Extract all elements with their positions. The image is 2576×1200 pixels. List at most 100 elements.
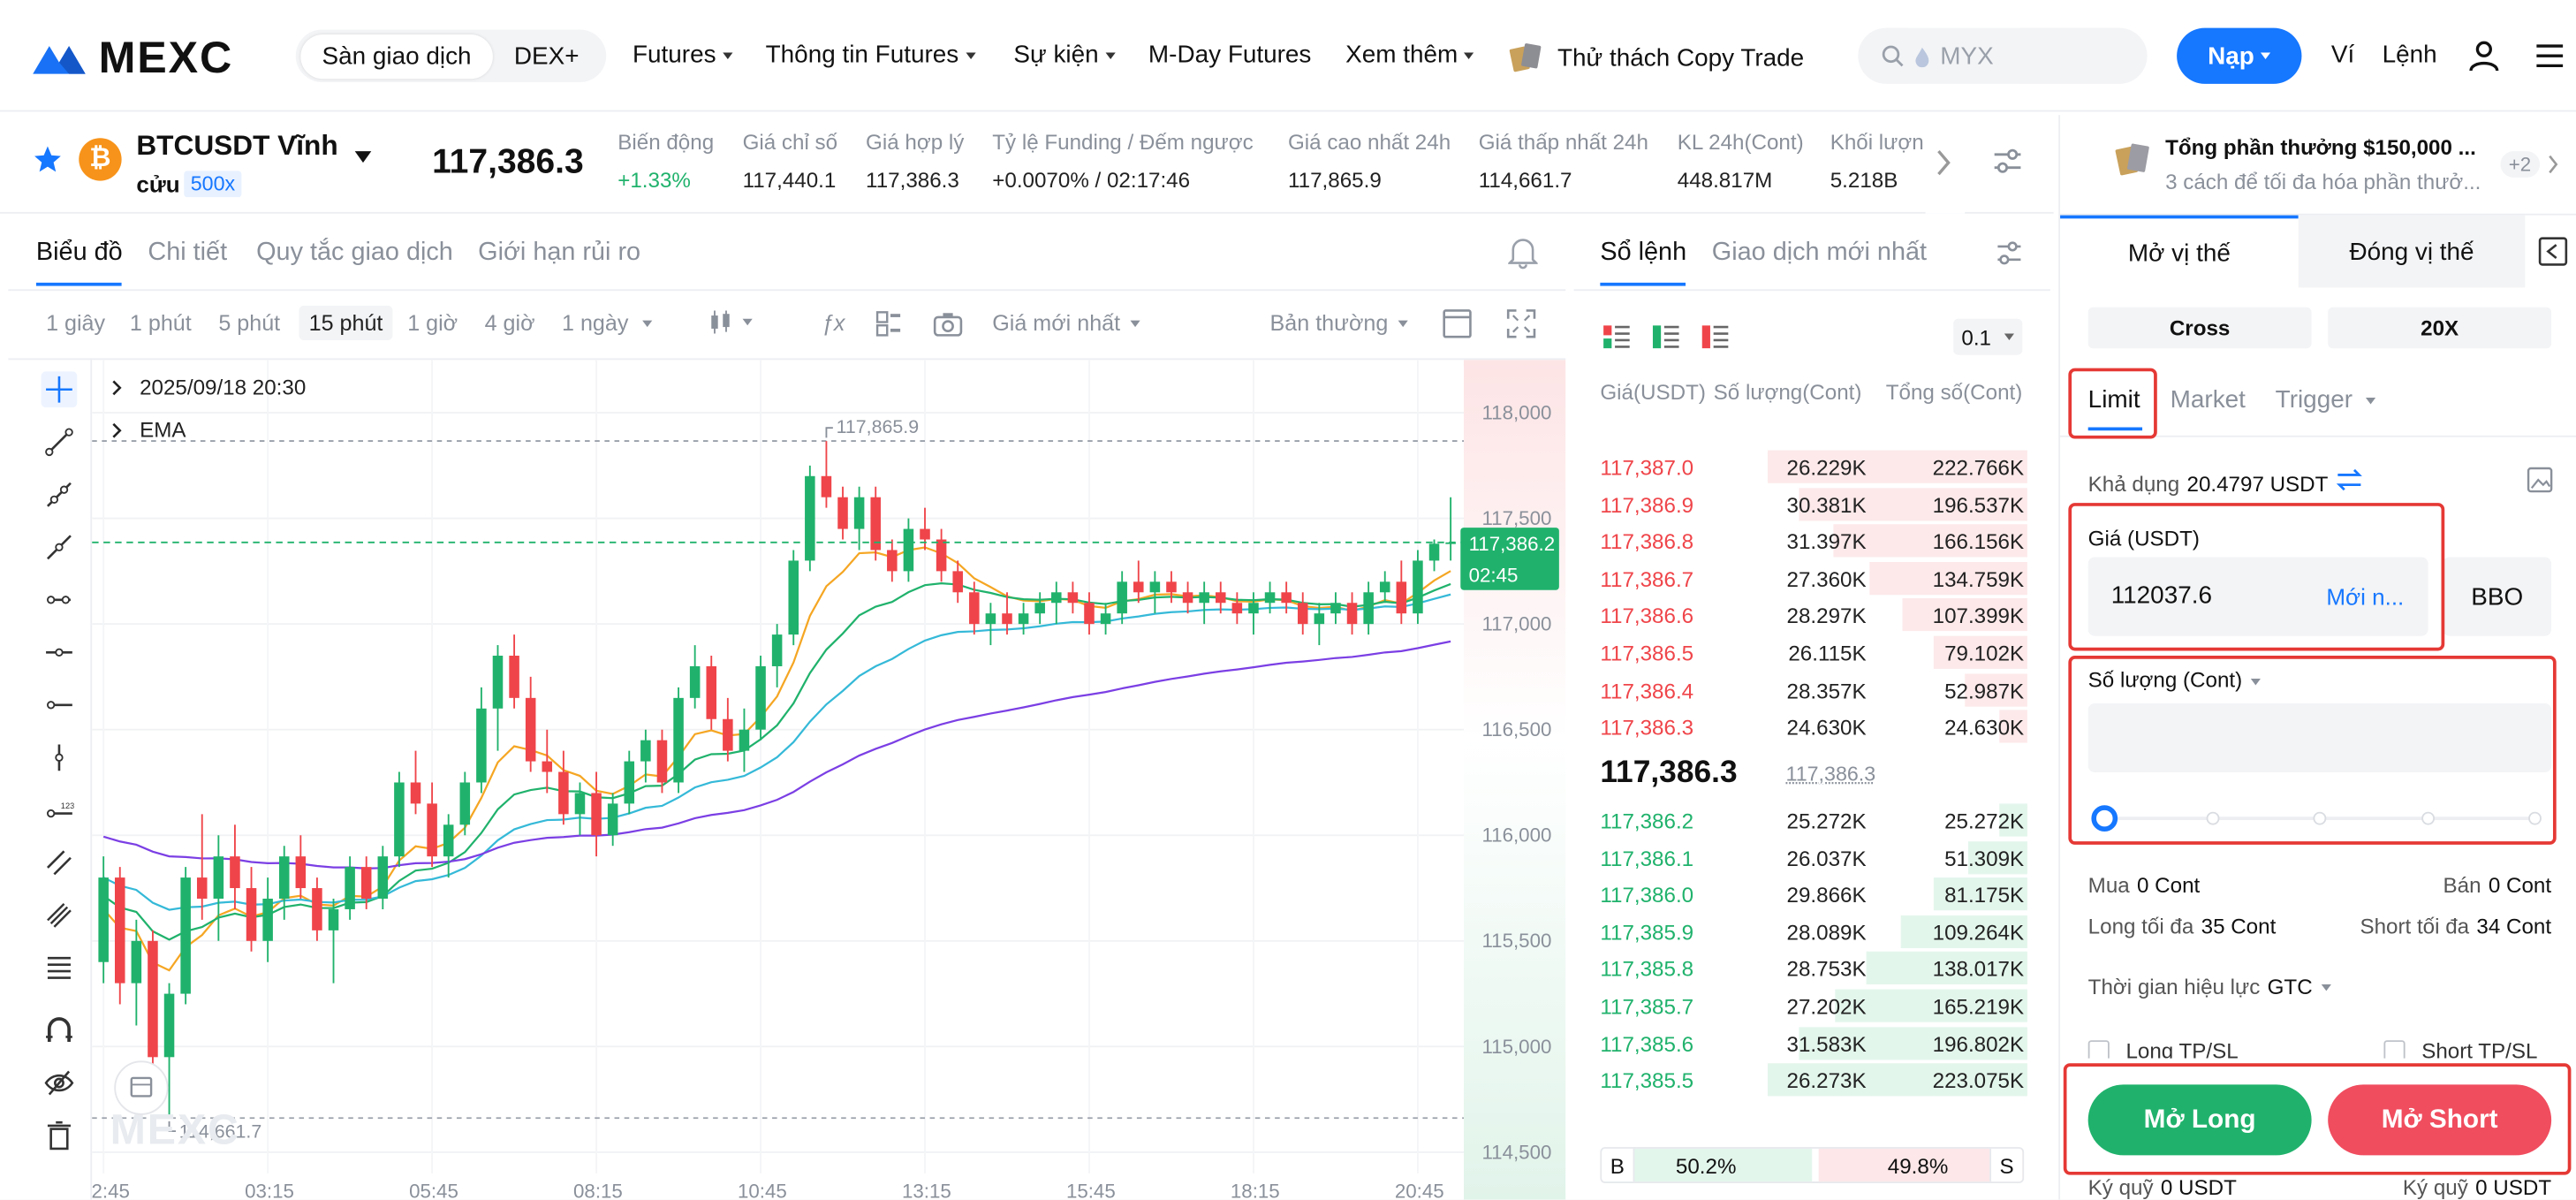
- bids-row[interactable]: 117,385.6 31.583K 196.802K: [1600, 1025, 2027, 1061]
- transfer-icon[interactable]: [2336, 468, 2362, 491]
- star-icon[interactable]: [33, 145, 62, 174]
- tab-open-position[interactable]: Mở vị thế: [2060, 215, 2299, 288]
- asks-row[interactable]: 117,386.3 24.630K 24.630K: [1600, 709, 2027, 745]
- menu-icon[interactable]: [2535, 41, 2565, 70]
- horizontal-line-icon[interactable]: [44, 638, 73, 667]
- orders-link[interactable]: Lệnh: [2382, 41, 2437, 70]
- view-both-icon[interactable]: [1603, 325, 1630, 349]
- nav-mday[interactable]: M-Day Futures: [1148, 41, 1312, 70]
- calculator-icon[interactable]: [2538, 237, 2568, 266]
- nav-copy-trade[interactable]: Thử thách Copy Trade: [1508, 41, 1804, 73]
- tab-orderbook[interactable]: Sổ lệnh: [1600, 238, 1687, 267]
- view-asks-icon[interactable]: [1701, 325, 1729, 349]
- replay-icon[interactable]: [113, 1060, 169, 1116]
- bell-icon[interactable]: [1508, 237, 1538, 270]
- crosshair-icon[interactable]: [41, 371, 78, 408]
- order-type-limit[interactable]: Limit: [2087, 386, 2140, 414]
- price-label-icon[interactable]: 123: [44, 795, 74, 824]
- view-bids-icon[interactable]: [1652, 325, 1679, 349]
- bids-row[interactable]: 117,386.1 26.037K 51.309K: [1600, 839, 2027, 876]
- nav-dex[interactable]: DEX+: [513, 42, 580, 71]
- tab-detail[interactable]: Chi tiết: [148, 238, 228, 267]
- precision-select[interactable]: 0.1: [1953, 318, 2023, 355]
- mexc-logo[interactable]: MEXC: [29, 33, 233, 84]
- window-icon[interactable]: [1443, 309, 1472, 338]
- legend-row-date[interactable]: 2025/09/18 20:30: [110, 375, 306, 399]
- qty-slider-handle[interactable]: [2091, 805, 2118, 832]
- parallel-channel-icon[interactable]: [44, 848, 73, 877]
- bids-row[interactable]: 117,385.5 26.273K 223.075K: [1600, 1062, 2027, 1098]
- vertical-line-icon[interactable]: [44, 743, 73, 772]
- order-type-trigger[interactable]: Trigger: [2276, 386, 2376, 414]
- fibonacci-icon[interactable]: [44, 953, 73, 983]
- tif-select[interactable]: Thời gian hiệu lực GTC: [2088, 973, 2331, 1002]
- horizontal-ray-icon[interactable]: [44, 585, 73, 614]
- promo-title[interactable]: Tổng phần thưởng $150,000 ...: [2165, 134, 2476, 160]
- image-icon[interactable]: [2527, 467, 2553, 493]
- nav-futures-info[interactable]: Thông tin Futures: [766, 41, 975, 69]
- view-mode-select[interactable]: Bản thường: [1270, 310, 1408, 335]
- eye-hide-icon[interactable]: [44, 1068, 74, 1097]
- asks-row[interactable]: 117,386.5 26.115K 79.102K: [1600, 634, 2027, 671]
- interval-1m[interactable]: 1 phút: [129, 310, 192, 336]
- tab-latest-trades[interactable]: Giao dịch mới nhất: [1711, 238, 1928, 267]
- settings-sliders-icon[interactable]: [1991, 145, 2024, 178]
- trash-icon[interactable]: [44, 1120, 73, 1151]
- symbol-name[interactable]: BTCUSDT Vĩnh: [136, 129, 338, 162]
- qty-unit-select[interactable]: Số lượng (Cont): [2088, 667, 2261, 692]
- slider-mark-100[interactable]: [2528, 811, 2542, 825]
- pitchfork-icon[interactable]: [44, 900, 73, 930]
- nav-spot[interactable]: Sàn giao dịch: [300, 34, 493, 79]
- nav-futures[interactable]: Futures: [633, 41, 733, 69]
- tab-risk-limit[interactable]: Giới hạn rủi ro: [478, 238, 641, 267]
- tab-chart[interactable]: Biểu đồ: [35, 238, 123, 267]
- magnet-icon[interactable]: [44, 1015, 73, 1044]
- symbol-dropdown-icon[interactable]: [354, 151, 372, 163]
- chevron-right-icon[interactable]: [2547, 155, 2560, 174]
- slider-mark-50[interactable]: [2313, 811, 2327, 825]
- price-chart[interactable]: 118,000 117,500 117,000 116,500 116,000 115,5…: [92, 360, 1566, 1200]
- nav-events[interactable]: Sự kiện: [1013, 41, 1116, 69]
- bids-row[interactable]: 117,385.7 27.202K 165.219K: [1600, 988, 2027, 1024]
- chevron-right-icon[interactable]: [1936, 148, 1952, 177]
- bids-row[interactable]: 117,385.8 28.753K 138.017K: [1600, 951, 2027, 987]
- deposit-button[interactable]: Nạp: [2177, 27, 2302, 84]
- bbo-button[interactable]: BBO: [2443, 557, 2552, 636]
- search-input[interactable]: MYX: [1858, 27, 2148, 84]
- interval-1d[interactable]: 1 ngày: [562, 310, 652, 335]
- asks-row[interactable]: 117,387.0 26.229K 222.766K: [1600, 449, 2027, 485]
- candle-type-icon[interactable]: [708, 309, 758, 336]
- bids-row[interactable]: 117,386.0 29.866K 81.175K: [1600, 877, 2027, 913]
- asks-row[interactable]: 117,386.8 31.397K 166.156K: [1600, 523, 2027, 559]
- indicator-fx-icon[interactable]: ƒx: [821, 310, 845, 336]
- settings-sliders-icon[interactable]: [1995, 239, 2024, 268]
- nav-more[interactable]: Xem thêm: [1345, 41, 1474, 69]
- legend-row-ema[interactable]: EMA: [110, 417, 186, 442]
- camera-icon[interactable]: [933, 310, 963, 337]
- tab-rules[interactable]: Quy tắc giao dịch: [256, 238, 453, 267]
- asks-row[interactable]: 117,386.9 30.381K 196.537K: [1600, 486, 2027, 522]
- user-icon[interactable]: [2467, 40, 2500, 72]
- price-line-icon[interactable]: [44, 690, 73, 719]
- interval-5m[interactable]: 5 phút: [218, 310, 281, 336]
- bids-row[interactable]: 117,385.9 28.089K 109.264K: [1600, 914, 2027, 950]
- slider-mark-25[interactable]: [2206, 811, 2220, 825]
- interval-4h[interactable]: 4 giờ: [484, 310, 535, 336]
- interval-15m[interactable]: 15 phút: [299, 305, 393, 340]
- price-input[interactable]: 112037.6 Mới n...: [2087, 557, 2428, 636]
- interval-1h[interactable]: 1 giờ: [407, 310, 458, 336]
- interval-1s[interactable]: 1 giây: [46, 310, 106, 336]
- slider-mark-75[interactable]: [2421, 811, 2436, 825]
- bids-row[interactable]: 117,386.2 25.272K 25.272K: [1600, 802, 2027, 839]
- order-type-market[interactable]: Market: [2170, 386, 2246, 414]
- asks-row[interactable]: 117,386.7 27.360K 134.759K: [1600, 560, 2027, 596]
- price-latest-button[interactable]: Mới n...: [2326, 583, 2405, 610]
- open-short-button[interactable]: Mở Short: [2328, 1084, 2552, 1156]
- layout-grid-icon[interactable]: [875, 310, 902, 337]
- extended-line-icon[interactable]: [44, 533, 73, 562]
- asks-row[interactable]: 117,386.4 28.357K 52.987K: [1600, 672, 2027, 708]
- asks-row[interactable]: 117,386.6 28.297K 107.399K: [1600, 597, 2027, 634]
- trend-line-icon[interactable]: [44, 428, 73, 457]
- open-long-button[interactable]: Mở Long: [2087, 1084, 2312, 1156]
- fullscreen-icon[interactable]: [1506, 309, 1536, 338]
